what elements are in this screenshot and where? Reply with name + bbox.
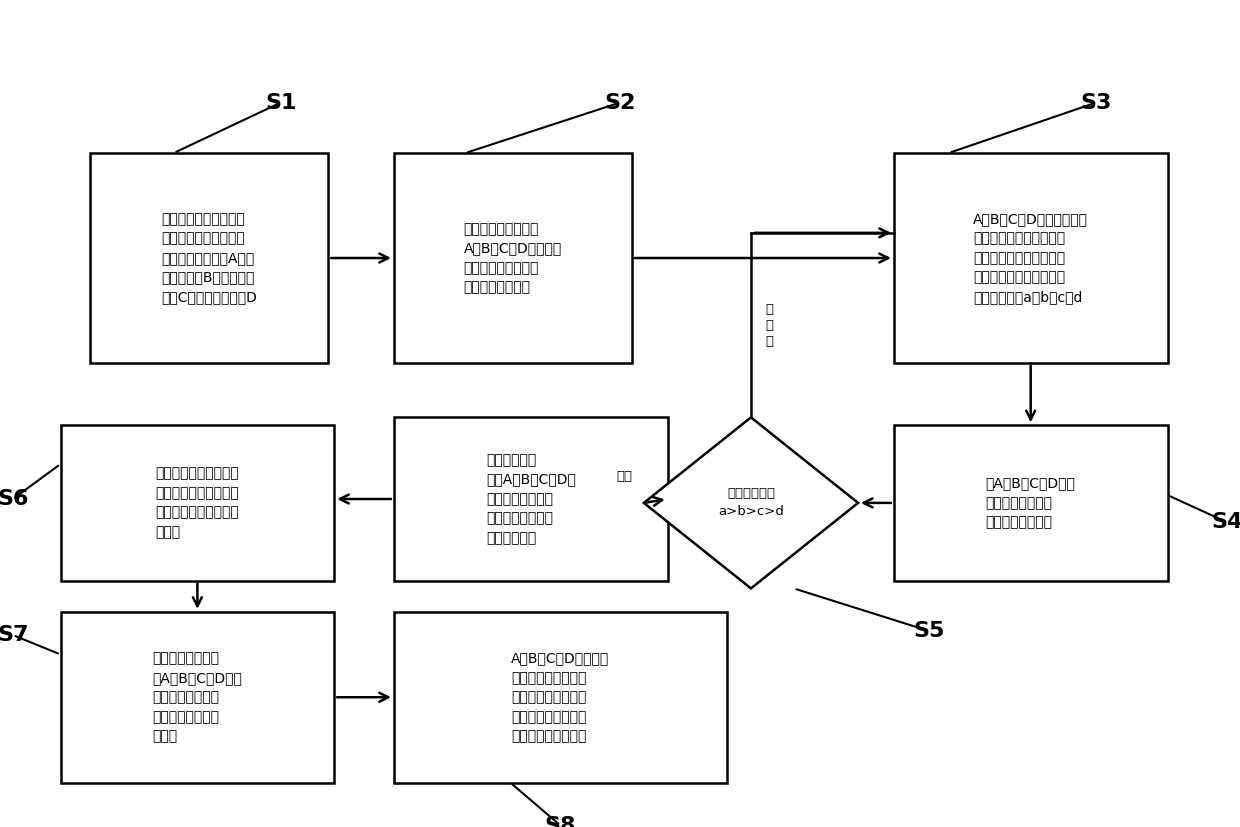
Bar bbox=[91, 153, 329, 363]
Text: S8: S8 bbox=[544, 815, 577, 827]
Bar bbox=[394, 612, 727, 782]
Text: 对A、B、C、D四个
压力传感器设定的
延时数据进行对比: 对A、B、C、D四个 压力传感器设定的 延时数据进行对比 bbox=[986, 476, 1075, 529]
Text: 满足: 满足 bbox=[616, 471, 632, 484]
Bar bbox=[394, 153, 632, 363]
Bar bbox=[394, 418, 667, 581]
Text: S1: S1 bbox=[265, 93, 296, 112]
Text: 延时数据确定
后，A、B、C、D四
个压力传感器将带
有自身特征的延时
数据进行回复: 延时数据确定 后，A、B、C、D四 个压力传感器将带 有自身特征的延时 数据进行… bbox=[486, 453, 575, 545]
Text: S5: S5 bbox=[914, 621, 945, 641]
Text: A、B、C、D四个压力传感
器在接到无身份特征的命
令后，分别根据自身特性
进行延时数据的设定，分
别对应标记为a、b、c、d: A、B、C、D四个压力传感 器在接到无身份特征的命 令后，分别根据自身特性 进行… bbox=[973, 212, 1089, 304]
Bar bbox=[61, 425, 335, 581]
Bar bbox=[61, 612, 335, 782]
Text: S3: S3 bbox=[1080, 93, 1112, 112]
Bar bbox=[894, 153, 1168, 363]
Text: 不
满
足: 不 满 足 bbox=[765, 303, 774, 347]
Text: 对比是否满足
a>b>c>d: 对比是否满足 a>b>c>d bbox=[718, 487, 784, 519]
Text: S7: S7 bbox=[0, 625, 29, 645]
Text: 无线通信模块分别对
A、B、C、D四个轮胎
的压力传感器发出不
带身份特征的命令: 无线通信模块分别对 A、B、C、D四个轮胎 的压力传感器发出不 带身份特征的命令 bbox=[464, 222, 562, 294]
Text: 无线通信模块分别
对A、B、C、D四个
轮胎的压力传感器
发出带有身份特征
的命令: 无线通信模块分别 对A、B、C、D四个 轮胎的压力传感器 发出带有身份特征 的命… bbox=[153, 651, 242, 743]
Text: 无线通信模块根据收集
到的身份特征，统计当
前存在的传感器及传感
器数量: 无线通信模块根据收集 到的身份特征，统计当 前存在的传感器及传感 器数量 bbox=[155, 466, 239, 539]
Text: A、B、C、D四个压力
传感器分别接收到与
自身身份特征相同的
命令时时，各自回复
对应的无延时的数据: A、B、C、D四个压力 传感器分别接收到与 自身身份特征相同的 命令时时，各自回… bbox=[511, 651, 610, 743]
Text: S2: S2 bbox=[604, 93, 636, 112]
Bar bbox=[894, 425, 1168, 581]
Text: 对汽车四个轮胎内的压
力传感器进行标记，分
别将前左轮标记为A，前
右轮标记为B，后左轮标
记为C，后右轮标记为D: 对汽车四个轮胎内的压 力传感器进行标记，分 别将前左轮标记为A，前 右轮标记为B… bbox=[161, 212, 257, 304]
Text: S4: S4 bbox=[1211, 513, 1240, 533]
Text: S6: S6 bbox=[0, 489, 29, 509]
Polygon shape bbox=[644, 418, 858, 589]
